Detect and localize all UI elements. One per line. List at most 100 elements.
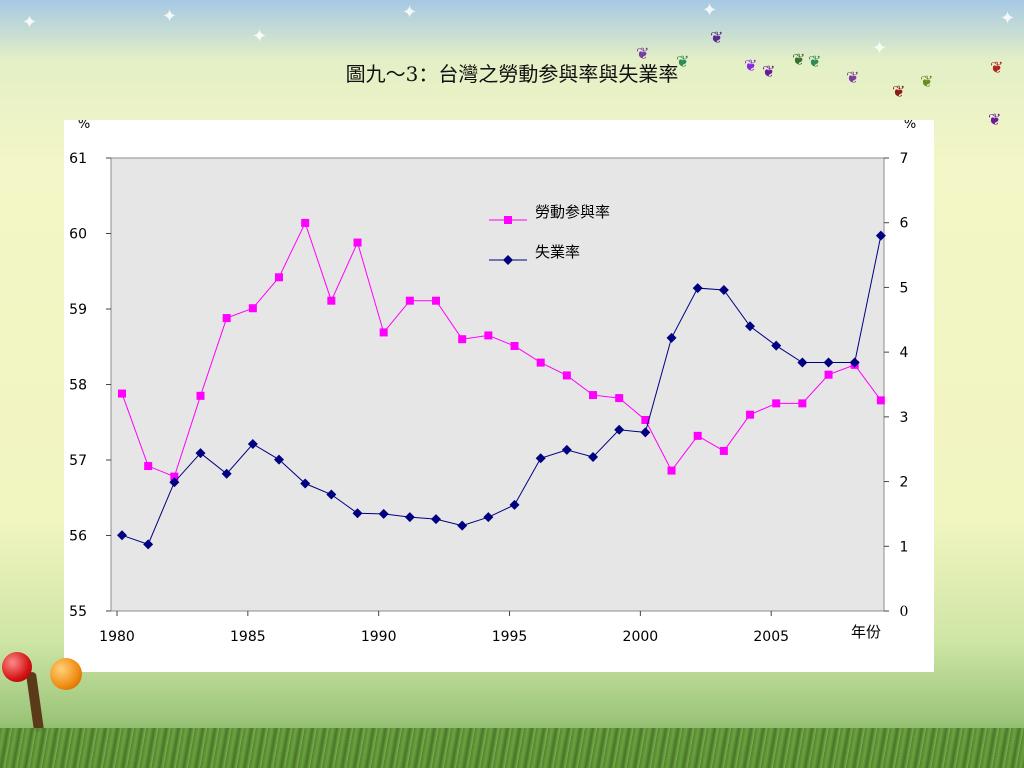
data-point-unemployment bbox=[823, 357, 834, 368]
left-tick-label: 60 bbox=[69, 227, 87, 243]
data-point-unemployment bbox=[378, 508, 389, 519]
butterfly-icon: ❦ bbox=[920, 72, 934, 91]
data-point-unemployment bbox=[404, 512, 415, 523]
data-point-unemployment bbox=[221, 468, 232, 479]
data-point-unemployment bbox=[692, 283, 703, 294]
data-point-participation bbox=[118, 389, 126, 398]
data-point-participation bbox=[772, 399, 781, 408]
x-tick-label: 1980 bbox=[99, 629, 135, 645]
butterfly-icon: ❦ bbox=[892, 82, 906, 101]
legend-label: 勞動参與率 bbox=[535, 203, 610, 221]
data-point-participation bbox=[641, 415, 650, 424]
apple-icon bbox=[2, 652, 32, 682]
butterfly-icon: ❦ bbox=[710, 28, 724, 47]
data-point-participation bbox=[248, 304, 257, 313]
x-tick-label: 1995 bbox=[492, 629, 528, 645]
data-point-unemployment bbox=[640, 427, 651, 438]
data-point-unemployment bbox=[666, 332, 677, 343]
plot-area bbox=[110, 157, 885, 612]
data-point-unemployment bbox=[718, 285, 729, 296]
right-tick-label: 6 bbox=[900, 216, 909, 232]
data-point-participation bbox=[719, 446, 728, 455]
series-line-participation bbox=[121, 221, 882, 478]
data-point-participation bbox=[170, 472, 179, 481]
data-point-unemployment bbox=[588, 451, 599, 462]
sparkle-icon: ✦ bbox=[252, 26, 268, 47]
x-tick-label: 2000 bbox=[623, 629, 659, 645]
data-point-participation bbox=[693, 431, 702, 440]
left-tick-label: 59 bbox=[69, 302, 87, 318]
right-tick-label: 3 bbox=[900, 410, 909, 426]
right-tick-label: 0 bbox=[900, 604, 909, 620]
sparkle-icon: ✦ bbox=[872, 38, 888, 59]
data-point-participation bbox=[196, 391, 205, 400]
right-tick-label: 5 bbox=[900, 280, 909, 296]
right-tick-label: 1 bbox=[900, 539, 909, 555]
data-point-participation bbox=[562, 371, 571, 380]
data-point-unemployment bbox=[143, 539, 154, 550]
data-point-participation bbox=[484, 331, 493, 340]
butterfly-icon: ❦ bbox=[990, 58, 1004, 77]
data-point-unemployment bbox=[875, 230, 886, 241]
grass-decoration bbox=[0, 728, 1024, 768]
butterfly-icon: ❦ bbox=[762, 62, 776, 81]
sparkle-icon: ✦ bbox=[22, 12, 38, 33]
sparkle-icon: ✦ bbox=[1000, 8, 1016, 29]
legend-label: 失業率 bbox=[535, 243, 580, 261]
data-point-participation bbox=[405, 296, 414, 305]
legend-marker bbox=[503, 255, 513, 265]
sparkle-icon: ✦ bbox=[162, 6, 178, 27]
data-point-unemployment bbox=[247, 439, 258, 450]
data-point-participation bbox=[327, 296, 336, 305]
data-point-participation bbox=[379, 328, 388, 337]
data-point-unemployment bbox=[849, 357, 860, 368]
data-point-unemployment bbox=[797, 357, 808, 368]
left-tick-label: 55 bbox=[69, 604, 87, 620]
x-axis-label: 年份 bbox=[851, 623, 881, 641]
data-point-participation bbox=[353, 238, 362, 247]
series-line-unemployment bbox=[121, 235, 882, 545]
data-point-unemployment bbox=[352, 508, 363, 519]
butterfly-icon: ❦ bbox=[636, 44, 650, 63]
butterfly-icon: ❦ bbox=[988, 110, 1002, 129]
left-tick-label: 58 bbox=[69, 378, 87, 394]
butterfly-icon: ❦ bbox=[676, 52, 690, 71]
data-point-participation bbox=[536, 358, 545, 367]
data-point-participation bbox=[615, 394, 624, 403]
data-point-participation bbox=[222, 314, 231, 323]
data-point-unemployment bbox=[457, 520, 468, 531]
data-point-unemployment bbox=[614, 424, 625, 435]
data-point-unemployment bbox=[274, 454, 285, 465]
data-point-participation bbox=[746, 410, 755, 419]
slide-title: 圖九～3：台灣之勞動参與率與失業率 bbox=[345, 62, 679, 86]
left-tick-label: 61 bbox=[69, 151, 87, 167]
left-axis-unit: % bbox=[78, 120, 90, 132]
data-point-unemployment bbox=[169, 477, 180, 488]
butterfly-icon: ❦ bbox=[808, 52, 822, 71]
data-point-participation bbox=[798, 399, 807, 408]
data-point-unemployment bbox=[117, 530, 127, 541]
data-point-participation bbox=[876, 396, 885, 405]
data-point-unemployment bbox=[535, 453, 546, 464]
data-point-participation bbox=[458, 335, 467, 344]
data-point-participation bbox=[510, 341, 519, 350]
x-tick-label: 2005 bbox=[753, 629, 789, 645]
data-point-unemployment bbox=[483, 512, 494, 523]
data-point-unemployment bbox=[431, 514, 442, 525]
chart-panel: 55 56 57 58 59 60 61% 0 1 2 3 4 5 6 7% 1980 1985 1990 1995… bbox=[64, 120, 934, 672]
right-axis-unit: % bbox=[904, 120, 916, 132]
data-point-unemployment bbox=[326, 489, 337, 500]
right-tick-label: 2 bbox=[900, 475, 909, 491]
data-point-unemployment bbox=[300, 478, 311, 489]
data-point-participation bbox=[589, 391, 598, 400]
data-point-participation bbox=[432, 296, 441, 305]
data-point-unemployment bbox=[745, 321, 756, 332]
butterfly-icon: ❦ bbox=[846, 68, 860, 87]
data-point-participation bbox=[301, 218, 310, 227]
data-point-participation bbox=[275, 273, 284, 282]
stick-decoration bbox=[25, 671, 45, 733]
right-tick-label: 7 bbox=[900, 151, 909, 167]
left-tick-label: 57 bbox=[69, 453, 87, 469]
right-tick-label: 4 bbox=[900, 345, 909, 361]
